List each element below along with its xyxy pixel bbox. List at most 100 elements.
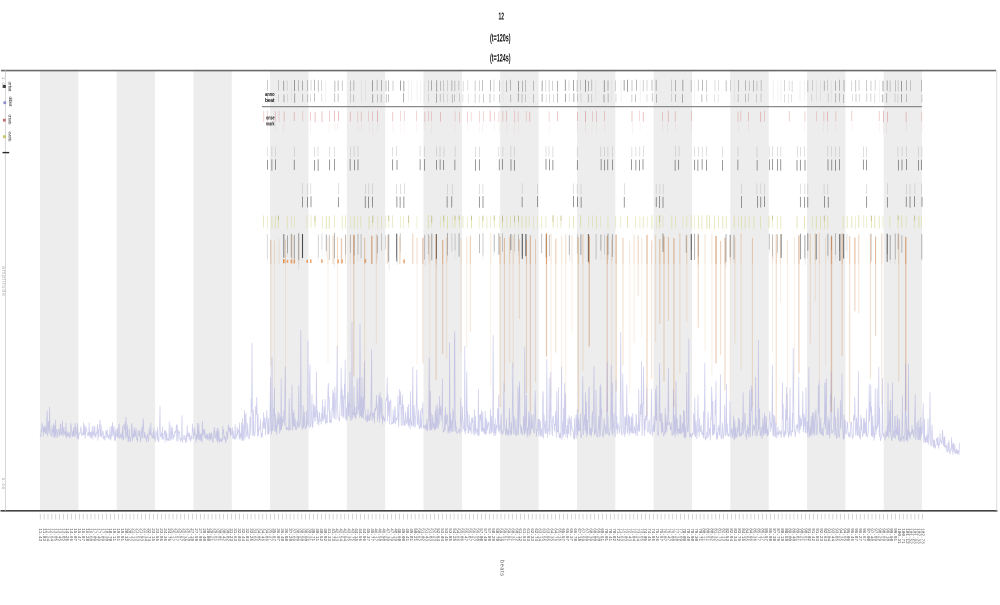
svg-text:53.04: 53.04 xyxy=(439,528,444,541)
svg-text:51.43: 51.43 xyxy=(424,528,429,541)
svg-text:55.87: 55.87 xyxy=(466,528,471,541)
svg-text:anno: anno xyxy=(265,92,275,98)
svg-text:83.75: 83.75 xyxy=(736,528,741,541)
svg-text:100.31: 100.31 xyxy=(896,528,901,544)
svg-text:100.71: 100.71 xyxy=(900,528,905,544)
svg-text:77.28: 77.28 xyxy=(673,528,678,541)
svg-text:78.49: 78.49 xyxy=(685,528,690,541)
svg-text:26.38: 26.38 xyxy=(181,528,186,541)
svg-text:96.27: 96.27 xyxy=(857,528,862,541)
svg-text:26.78: 26.78 xyxy=(185,528,190,541)
svg-text:11.43: 11.43 xyxy=(37,528,42,541)
svg-text:14.26: 14.26 xyxy=(64,528,69,541)
svg-text:67.99: 67.99 xyxy=(584,528,589,541)
svg-text:30.82: 30.82 xyxy=(224,528,229,541)
svg-text:20.32: 20.32 xyxy=(123,528,128,541)
svg-text:78.90: 78.90 xyxy=(689,528,694,541)
svg-text:44.15: 44.15 xyxy=(353,528,358,541)
svg-text:101.93: 101.93 xyxy=(912,528,917,544)
svg-text:27.99: 27.99 xyxy=(197,528,202,541)
svg-text:88.19: 88.19 xyxy=(779,528,784,541)
svg-text:84.96: 84.96 xyxy=(748,528,753,541)
svg-text:80.51: 80.51 xyxy=(705,528,710,541)
svg-text:21.93: 21.93 xyxy=(138,528,143,541)
svg-text:65.57: 65.57 xyxy=(560,528,565,541)
svg-text:15.87: 15.87 xyxy=(80,528,85,541)
svg-text:48.19: 48.19 xyxy=(392,528,397,541)
svg-text:95.46: 95.46 xyxy=(849,528,854,541)
svg-text:mark: mark xyxy=(266,122,275,128)
svg-text:101.52: 101.52 xyxy=(908,528,913,544)
svg-text:onsets: onsets xyxy=(7,115,12,125)
svg-text:51.02: 51.02 xyxy=(420,528,425,541)
svg-text:47.79: 47.79 xyxy=(388,528,393,541)
svg-text:77.69: 77.69 xyxy=(677,528,682,541)
svg-text:92.63: 92.63 xyxy=(822,528,827,541)
svg-text:65.16: 65.16 xyxy=(556,528,561,541)
svg-text:63.14: 63.14 xyxy=(537,528,542,541)
svg-text:72.43: 72.43 xyxy=(627,528,632,541)
svg-text:events: events xyxy=(7,132,12,142)
svg-text:42.13: 42.13 xyxy=(334,528,339,541)
svg-text:48.60: 48.60 xyxy=(396,528,401,541)
svg-text:86.98: 86.98 xyxy=(767,528,772,541)
svg-text:73.24: 73.24 xyxy=(634,528,639,541)
svg-text:37.69: 37.69 xyxy=(291,528,296,541)
svg-text:63.95: 63.95 xyxy=(545,528,550,541)
svg-text:69.20: 69.20 xyxy=(595,528,600,541)
svg-text:71.63: 71.63 xyxy=(619,528,624,541)
svg-text:13.85: 13.85 xyxy=(60,528,65,541)
svg-text:46.98: 46.98 xyxy=(381,528,386,541)
svg-text:75.26: 75.26 xyxy=(654,528,659,541)
svg-text:72.84: 72.84 xyxy=(631,528,636,541)
svg-text:42.94: 42.94 xyxy=(342,528,347,541)
svg-text:79.30: 79.30 xyxy=(693,528,698,541)
svg-text:83.34: 83.34 xyxy=(732,528,737,541)
svg-text:24.36: 24.36 xyxy=(162,528,167,541)
svg-text:66.78: 66.78 xyxy=(572,528,577,541)
svg-text:38.90: 38.90 xyxy=(302,528,307,541)
svg-text:68.80: 68.80 xyxy=(591,528,596,541)
svg-text:30.01: 30.01 xyxy=(217,528,222,541)
svg-text:22.34: 22.34 xyxy=(142,528,147,541)
svg-text:45.37: 45.37 xyxy=(365,528,370,541)
svg-text:90.61: 90.61 xyxy=(802,528,807,541)
svg-text:61.93: 61.93 xyxy=(525,528,530,541)
svg-text:31.63: 31.63 xyxy=(232,528,237,541)
svg-text:78.09: 78.09 xyxy=(681,528,686,541)
svg-text:101.12: 101.12 xyxy=(904,528,909,544)
svg-text:12.24: 12.24 xyxy=(45,528,50,541)
svg-text:82.13: 82.13 xyxy=(720,528,725,541)
svg-text:36.48: 36.48 xyxy=(279,528,284,541)
svg-text:39.71: 39.71 xyxy=(310,528,315,541)
svg-text:51.83: 51.83 xyxy=(427,528,432,541)
svg-text:95.87: 95.87 xyxy=(853,528,858,541)
svg-text:38.09: 38.09 xyxy=(295,528,300,541)
svg-text:35.67: 35.67 xyxy=(271,528,276,541)
svg-text:62.74: 62.74 xyxy=(533,528,538,541)
svg-text:81.73: 81.73 xyxy=(716,528,721,541)
svg-text:17.09: 17.09 xyxy=(92,528,97,541)
svg-text:29.61: 29.61 xyxy=(213,528,218,541)
svg-text:89.81: 89.81 xyxy=(795,528,800,541)
svg-text:88.59: 88.59 xyxy=(783,528,788,541)
svg-text:15.07: 15.07 xyxy=(72,528,77,541)
svg-text:27.59: 27.59 xyxy=(193,528,198,541)
svg-text:38.50: 38.50 xyxy=(299,528,304,541)
svg-text:21.13: 21.13 xyxy=(131,528,136,541)
svg-text:50.62: 50.62 xyxy=(416,528,421,541)
svg-text:34.46: 34.46 xyxy=(260,528,265,541)
svg-text:25.97: 25.97 xyxy=(178,528,183,541)
svg-text:40.11: 40.11 xyxy=(314,528,319,541)
svg-text:57.89: 57.89 xyxy=(486,528,491,541)
svg-text:98.29: 98.29 xyxy=(877,528,882,541)
svg-text:60.72: 60.72 xyxy=(513,528,518,541)
svg-text:71.22: 71.22 xyxy=(615,528,620,541)
svg-text:(t=124s): (t=124s) xyxy=(490,53,511,65)
svg-text:99.50: 99.50 xyxy=(888,528,893,541)
svg-text:89.00: 89.00 xyxy=(787,528,792,541)
svg-text:18.70: 18.70 xyxy=(107,528,112,541)
svg-text:79.71: 79.71 xyxy=(697,528,702,541)
svg-text:50.21: 50.21 xyxy=(412,528,417,541)
svg-text:34.86: 34.86 xyxy=(263,528,268,541)
